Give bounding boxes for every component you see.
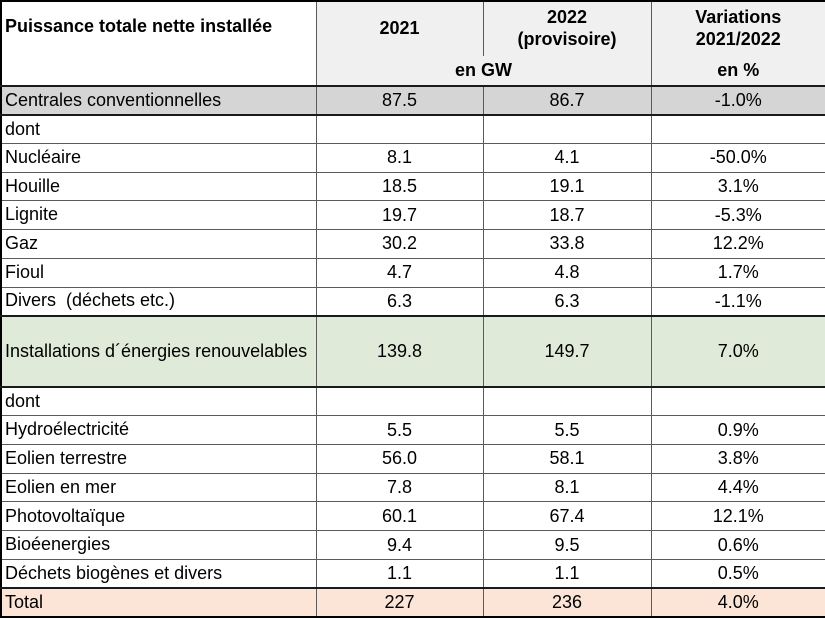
row-label: Hydroélectricité — [0, 415, 317, 446]
table-row: Total 227 236 4.0% — [0, 587, 825, 618]
cell-2022: 33.8 — [482, 229, 652, 259]
cell-2021: 8.1 — [315, 142, 484, 173]
table-row: Eolien terrestre 56.0 58.1 3.8% — [0, 444, 825, 474]
cell-2022: 58.1 — [482, 444, 652, 474]
row-label: dont — [0, 114, 317, 144]
cell-2021: 9.4 — [315, 530, 484, 560]
cell-2021: 19.7 — [315, 200, 484, 231]
cell-2022: 5.5 — [482, 415, 652, 446]
row-label: Gaz — [0, 229, 317, 259]
row-label: Nucléaire — [0, 142, 317, 173]
table-row: Photovoltaïque 60.1 67.4 12.1% — [0, 501, 825, 532]
table-row: Gaz 30.2 33.8 12.2% — [0, 229, 825, 259]
cell-2022: 149.7 — [482, 314, 652, 389]
cell-2021: 60.1 — [315, 501, 484, 532]
col-header-variations: Variations 2021/2022 — [650, 0, 825, 56]
cell-2021: 18.5 — [315, 171, 484, 202]
table-row: Nucléaire 8.1 4.1 -50.0% — [0, 142, 825, 173]
cell-variation — [650, 114, 825, 144]
cell-2021: 4.7 — [315, 257, 484, 288]
cell-variation: 3.1% — [650, 171, 825, 202]
cell-2022: 8.1 — [482, 472, 652, 503]
cell-2022: 4.1 — [482, 142, 652, 173]
cell-variation: 0.9% — [650, 415, 825, 446]
table-row: Lignite 19.7 18.7 -5.3% — [0, 200, 825, 231]
cell-variation: -1.1% — [650, 286, 825, 317]
row-label: Installations d´énergies renouvelables — [0, 314, 317, 389]
table-row: Centrales conventionnelles 87.5 86.7 -1.0% — [0, 85, 825, 116]
row-label: Divers (déchets etc.) — [0, 286, 317, 317]
table-row: Fioul 4.7 4.8 1.7% — [0, 257, 825, 288]
row-label: Lignite — [0, 200, 317, 231]
cell-variation: 7.0% — [650, 314, 825, 389]
row-label: Total — [0, 587, 317, 618]
cell-2021 — [315, 386, 484, 417]
col-header-2021: 2021 — [315, 0, 484, 56]
cell-2022: 67.4 — [482, 501, 652, 532]
cell-variation: 0.5% — [650, 558, 825, 589]
table-row: Installations d´énergies renouvelables 13… — [0, 314, 825, 389]
cell-variation: 4.4% — [650, 472, 825, 503]
table-row: dont — [0, 386, 825, 417]
cell-2021: 227 — [315, 587, 484, 618]
header-row-main: Puissance totale nette installée 2021 20… — [0, 0, 825, 87]
row-label: Eolien en mer — [0, 472, 317, 503]
cell-variation — [650, 386, 825, 417]
cell-variation: 12.2% — [650, 229, 825, 259]
table-row: Houille 18.5 19.1 3.1% — [0, 171, 825, 202]
cell-2021: 30.2 — [315, 229, 484, 259]
table-row: Bioéenergies 9.4 9.5 0.6% — [0, 530, 825, 560]
table-body: Centrales conventionnelles 87.5 86.7 -1.0% d… — [0, 85, 825, 618]
cell-variation: 0.6% — [650, 530, 825, 560]
row-label: Eolien terrestre — [0, 444, 317, 474]
cell-variation: 1.7% — [650, 257, 825, 288]
cell-2022: 19.1 — [482, 171, 652, 202]
cell-2022: 4.8 — [482, 257, 652, 288]
row-label: Bioéenergies — [0, 530, 317, 560]
row-label: dont — [0, 386, 317, 417]
cell-2022: 6.3 — [482, 286, 652, 317]
table-header: Puissance totale nette installée 2021 20… — [0, 0, 825, 87]
unit-label-percent: en % — [650, 56, 825, 87]
cell-2022 — [482, 114, 652, 144]
table-row: Hydroélectricité 5.5 5.5 0.9% — [0, 415, 825, 446]
cell-2022: 236 — [482, 587, 652, 618]
cell-2022: 86.7 — [482, 85, 652, 116]
table-title: Puissance totale nette installée — [0, 0, 317, 87]
cell-2021: 5.5 — [315, 415, 484, 446]
table-row: Déchets biogènes et divers 1.1 1.1 0.5% — [0, 558, 825, 589]
cell-variation: 12.1% — [650, 501, 825, 532]
cell-2021: 7.8 — [315, 472, 484, 503]
cell-variation: 4.0% — [650, 587, 825, 618]
row-label: Centrales conventionnelles — [0, 85, 317, 116]
cell-2022: 18.7 — [482, 200, 652, 231]
cell-2022 — [482, 386, 652, 417]
cell-variation: -50.0% — [650, 142, 825, 173]
cell-2022: 9.5 — [482, 530, 652, 560]
cell-2021: 1.1 — [315, 558, 484, 589]
row-label: Fioul — [0, 257, 317, 288]
cell-2021: 139.8 — [315, 314, 484, 389]
row-label: Houille — [0, 171, 317, 202]
unit-label-gw: en GW — [315, 56, 652, 87]
cell-2021: 87.5 — [315, 85, 484, 116]
cell-variation: 3.8% — [650, 444, 825, 474]
table-row: Divers (déchets etc.) 6.3 6.3 -1.1% — [0, 286, 825, 317]
row-label: Photovoltaïque — [0, 501, 317, 532]
cell-2021: 56.0 — [315, 444, 484, 474]
table-row: dont — [0, 114, 825, 144]
cell-2021: 6.3 — [315, 286, 484, 317]
header-row-units: en GW en % — [1, 56, 825, 87]
col-header-2022-provisoire: 2022 (provisoire) — [482, 0, 652, 56]
cell-2021 — [315, 114, 484, 144]
table-row: Eolien en mer 7.8 8.1 4.4% — [0, 472, 825, 503]
cell-variation: -5.3% — [650, 200, 825, 231]
row-label: Déchets biogènes et divers — [0, 558, 317, 589]
cell-variation: -1.0% — [650, 85, 825, 116]
cell-2022: 1.1 — [482, 558, 652, 589]
